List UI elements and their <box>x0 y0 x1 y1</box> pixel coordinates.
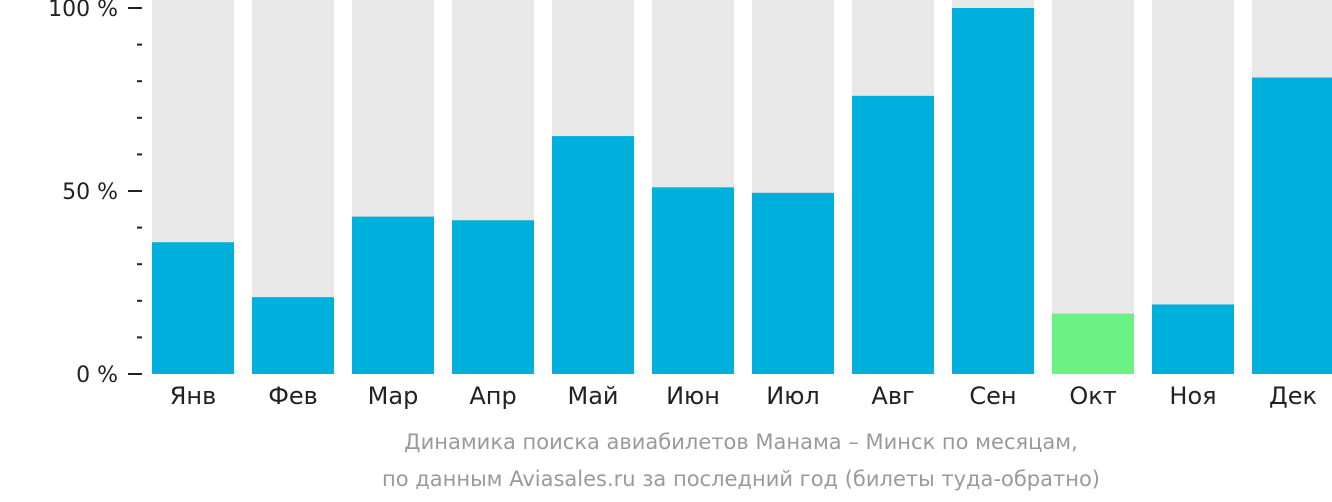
y-tick-label: 100 % <box>48 0 118 22</box>
bar <box>352 216 434 374</box>
x-tick-label: Июл <box>766 382 820 410</box>
bar <box>852 95 934 374</box>
x-tick-label: Дек <box>1269 382 1317 410</box>
bar <box>752 192 834 374</box>
x-tick-label: Мар <box>368 382 419 410</box>
x-tick-label: Янв <box>170 382 217 410</box>
x-tick-label: Июн <box>666 382 720 410</box>
y-tick-label: 0 % <box>76 363 118 388</box>
bar-background <box>1052 0 1134 374</box>
chart-caption-line-2: по данным Aviasales.ru за последний год … <box>382 467 1100 491</box>
x-tick-label: Авг <box>871 382 914 410</box>
x-tick-label: Окт <box>1069 382 1116 410</box>
x-tick-label: Сен <box>969 382 1016 410</box>
bar <box>652 187 734 374</box>
bar <box>452 220 534 374</box>
bar <box>1252 77 1332 374</box>
y-tick-label: 50 % <box>62 180 118 205</box>
x-tick-label: Ноя <box>1169 382 1216 410</box>
bar <box>1152 304 1234 374</box>
x-tick-label: Май <box>567 382 618 410</box>
bar <box>252 297 334 374</box>
bar <box>1052 313 1134 374</box>
bar <box>552 136 634 374</box>
x-tick-label: Апр <box>469 382 516 410</box>
bar <box>152 242 234 374</box>
bar <box>952 8 1034 374</box>
chart-caption-line-1: Динамика поиска авиабилетов Манама – Мин… <box>404 430 1078 454</box>
x-tick-label: Фев <box>268 382 318 410</box>
